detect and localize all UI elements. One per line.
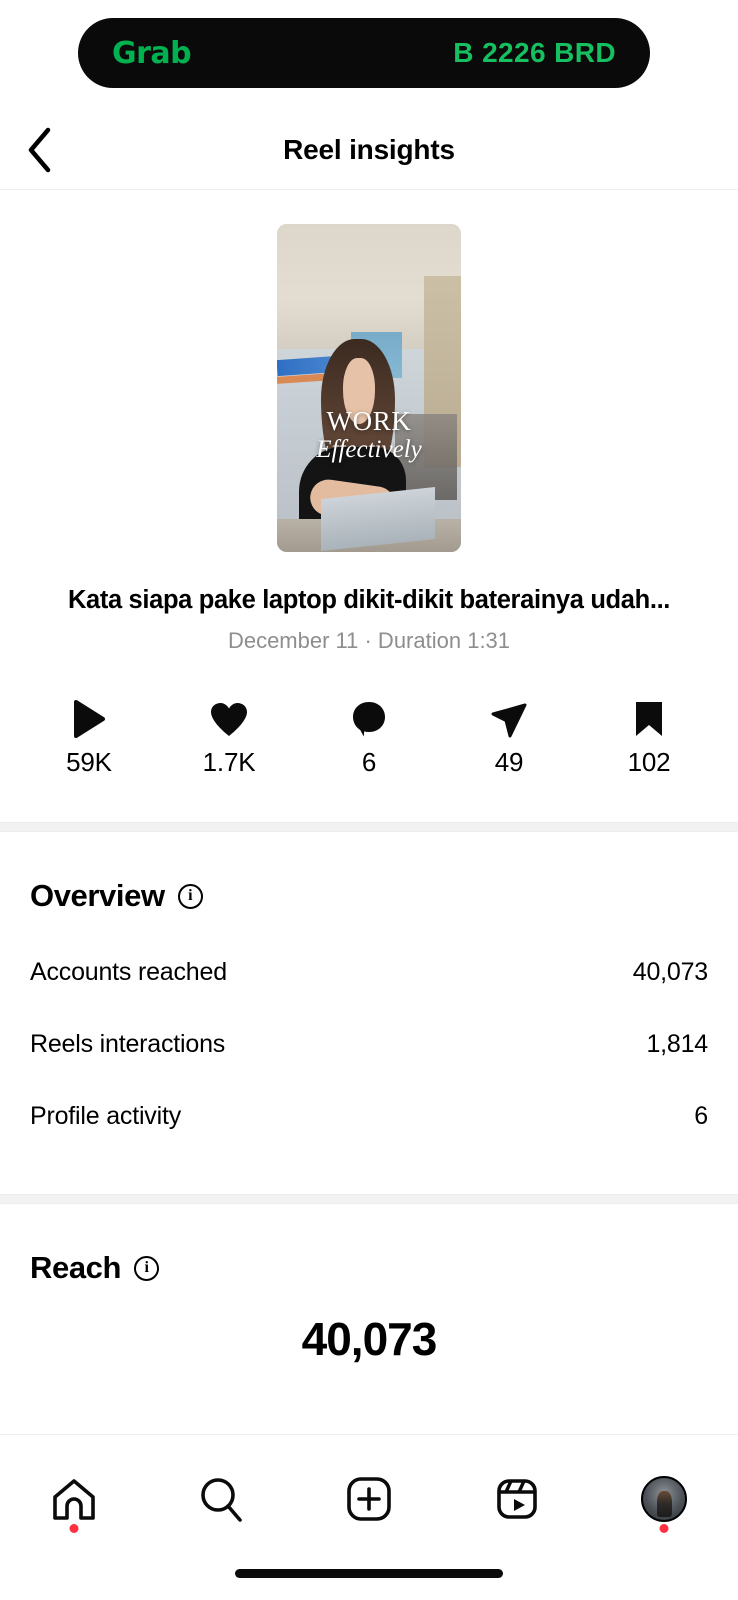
stat-row-profile-activity[interactable]: Profile activity 6 xyxy=(30,1080,708,1152)
tab-search[interactable] xyxy=(161,1459,281,1539)
stat-value: 1,814 xyxy=(646,1029,708,1058)
reach-big-value: 40,073 xyxy=(301,1313,438,1365)
stat-label: Accounts reached xyxy=(30,957,227,986)
metric-plays[interactable]: 59K xyxy=(34,696,144,778)
info-icon[interactable]: i xyxy=(134,1255,160,1281)
section-divider-1 xyxy=(0,822,738,832)
media-section: WORK Effectively Kata siapa pake laptop … xyxy=(0,191,738,1366)
back-button[interactable] xyxy=(12,122,68,178)
metric-comments-value: 6 xyxy=(361,747,377,777)
tab-reels[interactable] xyxy=(457,1459,577,1539)
tab-create[interactable] xyxy=(309,1459,429,1539)
home-badge-dot xyxy=(69,1524,79,1533)
page-title: Reel insights xyxy=(283,133,455,165)
bottom-tab-bar xyxy=(0,1434,738,1600)
home-indicator xyxy=(235,1569,503,1578)
metric-plays-value: 59K xyxy=(66,747,112,777)
grab-logo: Grab xyxy=(112,35,192,71)
stat-row-reels-interactions[interactable]: Reels interactions 1,814 xyxy=(30,1008,708,1080)
avatar xyxy=(641,1476,688,1522)
chevron-left-icon xyxy=(28,127,51,172)
grab-live-activity[interactable]: Grab B 2226 BRD xyxy=(78,18,650,88)
info-icon[interactable]: i xyxy=(177,883,203,909)
metric-saves-value: 102 xyxy=(627,747,671,777)
heart-icon xyxy=(210,696,248,738)
reel-caption: Kata siapa pake laptop dikit-dikit bater… xyxy=(67,586,671,614)
stat-value: 40,073 xyxy=(632,957,708,986)
stat-label: Profile activity xyxy=(30,1101,182,1130)
metric-saves[interactable]: 102 xyxy=(594,696,704,778)
reel-thumbnail[interactable]: WORK Effectively xyxy=(277,224,461,552)
metric-shares[interactable]: 49 xyxy=(454,696,564,778)
metric-comments[interactable]: 6 xyxy=(314,696,424,778)
vehicle-plate-number: B 2226 BRD xyxy=(453,37,616,68)
profile-badge-dot xyxy=(659,1524,669,1533)
stat-label: Reels interactions xyxy=(30,1029,226,1058)
tab-profile[interactable] xyxy=(604,1459,724,1539)
reach-title: Reach xyxy=(30,1250,122,1285)
status-bar: Grab B 2226 BRD xyxy=(0,0,738,110)
metric-shares-value: 49 xyxy=(494,747,524,777)
tab-home[interactable] xyxy=(14,1459,134,1539)
reach-section: Reach i 40,073 xyxy=(0,1204,738,1366)
overview-title: Overview xyxy=(30,878,165,913)
stat-row-accounts-reached[interactable]: Accounts reached 40,073 xyxy=(30,936,708,1008)
comment-icon xyxy=(351,696,387,738)
app-bar: Reel insights xyxy=(0,110,738,190)
share-icon xyxy=(490,696,528,738)
metric-likes[interactable]: 1.7K xyxy=(174,696,284,778)
thumbnail-person-face xyxy=(343,358,375,425)
overview-heading: Overview i xyxy=(30,878,708,914)
overview-section: Overview i Accounts reached 40,073 Reels… xyxy=(0,832,738,1152)
home-icon xyxy=(52,1479,95,1520)
play-icon xyxy=(72,696,106,738)
reel-submeta: December 11 · Duration 1:31 xyxy=(227,628,511,653)
reach-heading: Reach i xyxy=(30,1250,708,1286)
metrics-row: 59K 1.7K 6 49 xyxy=(34,696,704,778)
section-divider-2 xyxy=(0,1194,738,1204)
metric-likes-value: 1.7K xyxy=(202,747,256,777)
bookmark-icon xyxy=(633,696,665,738)
reels-icon xyxy=(496,1479,537,1519)
plus-box-icon xyxy=(347,1477,391,1521)
stat-value: 6 xyxy=(694,1101,708,1130)
search-icon xyxy=(201,1478,243,1522)
